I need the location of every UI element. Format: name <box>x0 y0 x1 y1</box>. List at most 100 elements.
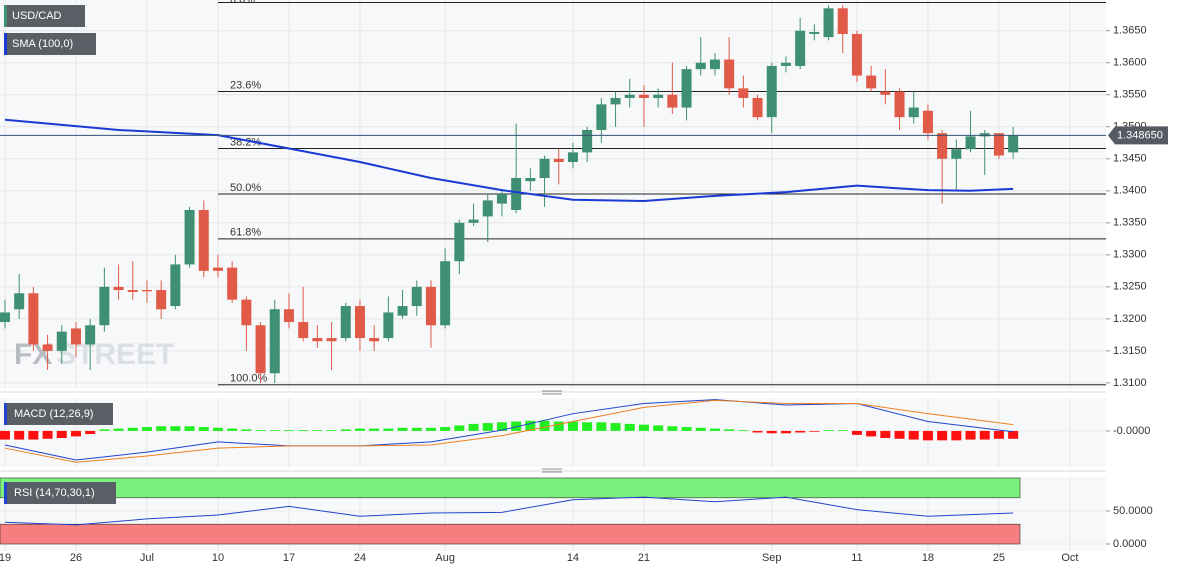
macd-panel <box>0 398 1106 467</box>
candle-body <box>695 62 706 70</box>
candle-body <box>227 267 238 300</box>
candle-body <box>851 33 862 76</box>
candle-body <box>1008 135 1019 153</box>
histogram-bar <box>340 429 351 431</box>
macd-line <box>4 399 1014 463</box>
candle-body <box>241 299 252 326</box>
candle-body <box>908 107 919 118</box>
candle-body <box>326 338 337 342</box>
legend-box[interactable] <box>4 5 85 27</box>
histogram-bar <box>212 427 223 431</box>
candle-body <box>468 219 479 223</box>
candle-body <box>738 88 749 98</box>
y-tick-label: 1.3150 <box>1113 345 1147 357</box>
candle-body <box>596 104 607 130</box>
x-tick-label: 14 <box>567 552 579 564</box>
candle-body <box>170 264 181 307</box>
candle-body <box>141 290 152 292</box>
y-tick-label: 50.0000 <box>1113 505 1153 517</box>
histogram-bar <box>70 430 81 437</box>
fib-label: 61.8% <box>230 227 261 239</box>
candle-body <box>795 30 806 66</box>
histogram-bar <box>283 430 294 431</box>
candle-body <box>255 325 266 374</box>
histogram-bar <box>567 421 578 431</box>
x-tick-label: Jul <box>140 552 154 564</box>
panel-grip[interactable] <box>542 390 562 395</box>
histogram-bar <box>56 430 67 438</box>
legend-title: USD/CAD <box>12 10 62 22</box>
histogram-bar <box>454 425 465 431</box>
candle-body <box>212 267 223 271</box>
histogram-bar <box>496 422 507 431</box>
candle-body <box>397 306 408 316</box>
y-tick-label: 1.3200 <box>1113 313 1147 325</box>
legend-box[interactable] <box>4 403 113 425</box>
y-tick-label: 1.3250 <box>1113 281 1147 293</box>
candle-body <box>383 312 394 339</box>
candle-body <box>440 261 451 326</box>
candle-body <box>354 306 365 339</box>
histogram-bar <box>709 428 720 431</box>
histogram-bar <box>198 427 209 431</box>
candle-body <box>553 158 564 162</box>
histogram-bar <box>42 430 53 439</box>
x-tick-label: 17 <box>283 552 295 564</box>
candle-body <box>283 309 294 323</box>
histogram-bar <box>837 430 848 431</box>
y-tick-label: 1.3550 <box>1113 89 1147 101</box>
candle-body <box>14 293 25 310</box>
x-tick-label: 21 <box>638 552 650 564</box>
histogram-bar <box>965 430 976 440</box>
panel-grip[interactable] <box>542 468 562 473</box>
legend-rsi: RSI (14,70,30,1) <box>14 487 95 499</box>
histogram-bar <box>795 430 806 433</box>
x-tick-label: Sep <box>762 552 782 564</box>
histogram-bar <box>227 428 238 431</box>
candle-body <box>866 75 877 89</box>
histogram-bar <box>681 427 692 431</box>
histogram-bar <box>482 423 493 431</box>
macd-line <box>4 399 1014 461</box>
legend[interactable]: USD/CAD SMA (100,0) MACD (12,26,9) RSI (… <box>4 5 116 504</box>
histogram-bar <box>610 423 621 431</box>
histogram-bar <box>269 430 280 431</box>
histogram-bar <box>0 430 10 440</box>
candle-body <box>809 32 820 34</box>
histogram-bar <box>511 421 522 431</box>
histogram-bar <box>99 429 110 431</box>
y-tick-label: 1.3100 <box>1113 377 1147 389</box>
candle-body <box>709 59 720 70</box>
histogram-bar <box>85 430 96 435</box>
candle-body <box>511 177 522 211</box>
legend-box[interactable] <box>4 482 116 504</box>
y-tick-label: 1.3300 <box>1113 249 1147 261</box>
candle-body <box>724 59 735 89</box>
candle-body <box>28 293 39 345</box>
histogram-bar <box>298 430 309 431</box>
histogram-bar <box>638 424 649 431</box>
candle-body <box>340 306 351 339</box>
histogram-bar <box>241 429 252 431</box>
rsi-line <box>4 496 1014 526</box>
y-tick-label: 0.0000 <box>1113 538 1147 550</box>
legend-box[interactable] <box>4 33 96 55</box>
legend-sma: SMA (100,0) <box>12 38 73 50</box>
histogram-bar <box>667 426 678 431</box>
candle-body <box>198 210 209 271</box>
histogram-bar <box>28 430 39 440</box>
histogram-bar <box>922 430 933 441</box>
histogram-bar <box>539 420 550 431</box>
candle-body <box>369 338 380 342</box>
fib-label: 23.6% <box>230 79 261 91</box>
y-tick-label: 1.3400 <box>1113 185 1147 197</box>
histogram-bar <box>823 430 834 431</box>
histogram-bar <box>738 430 749 431</box>
fib-label: 100.0% <box>230 373 268 385</box>
candle-body <box>0 312 10 323</box>
x-tick-label: Oct <box>1061 552 1078 564</box>
histogram-bar <box>951 430 962 441</box>
candle-body <box>539 158 550 178</box>
candle-body <box>85 325 96 345</box>
candle-body <box>127 290 138 292</box>
